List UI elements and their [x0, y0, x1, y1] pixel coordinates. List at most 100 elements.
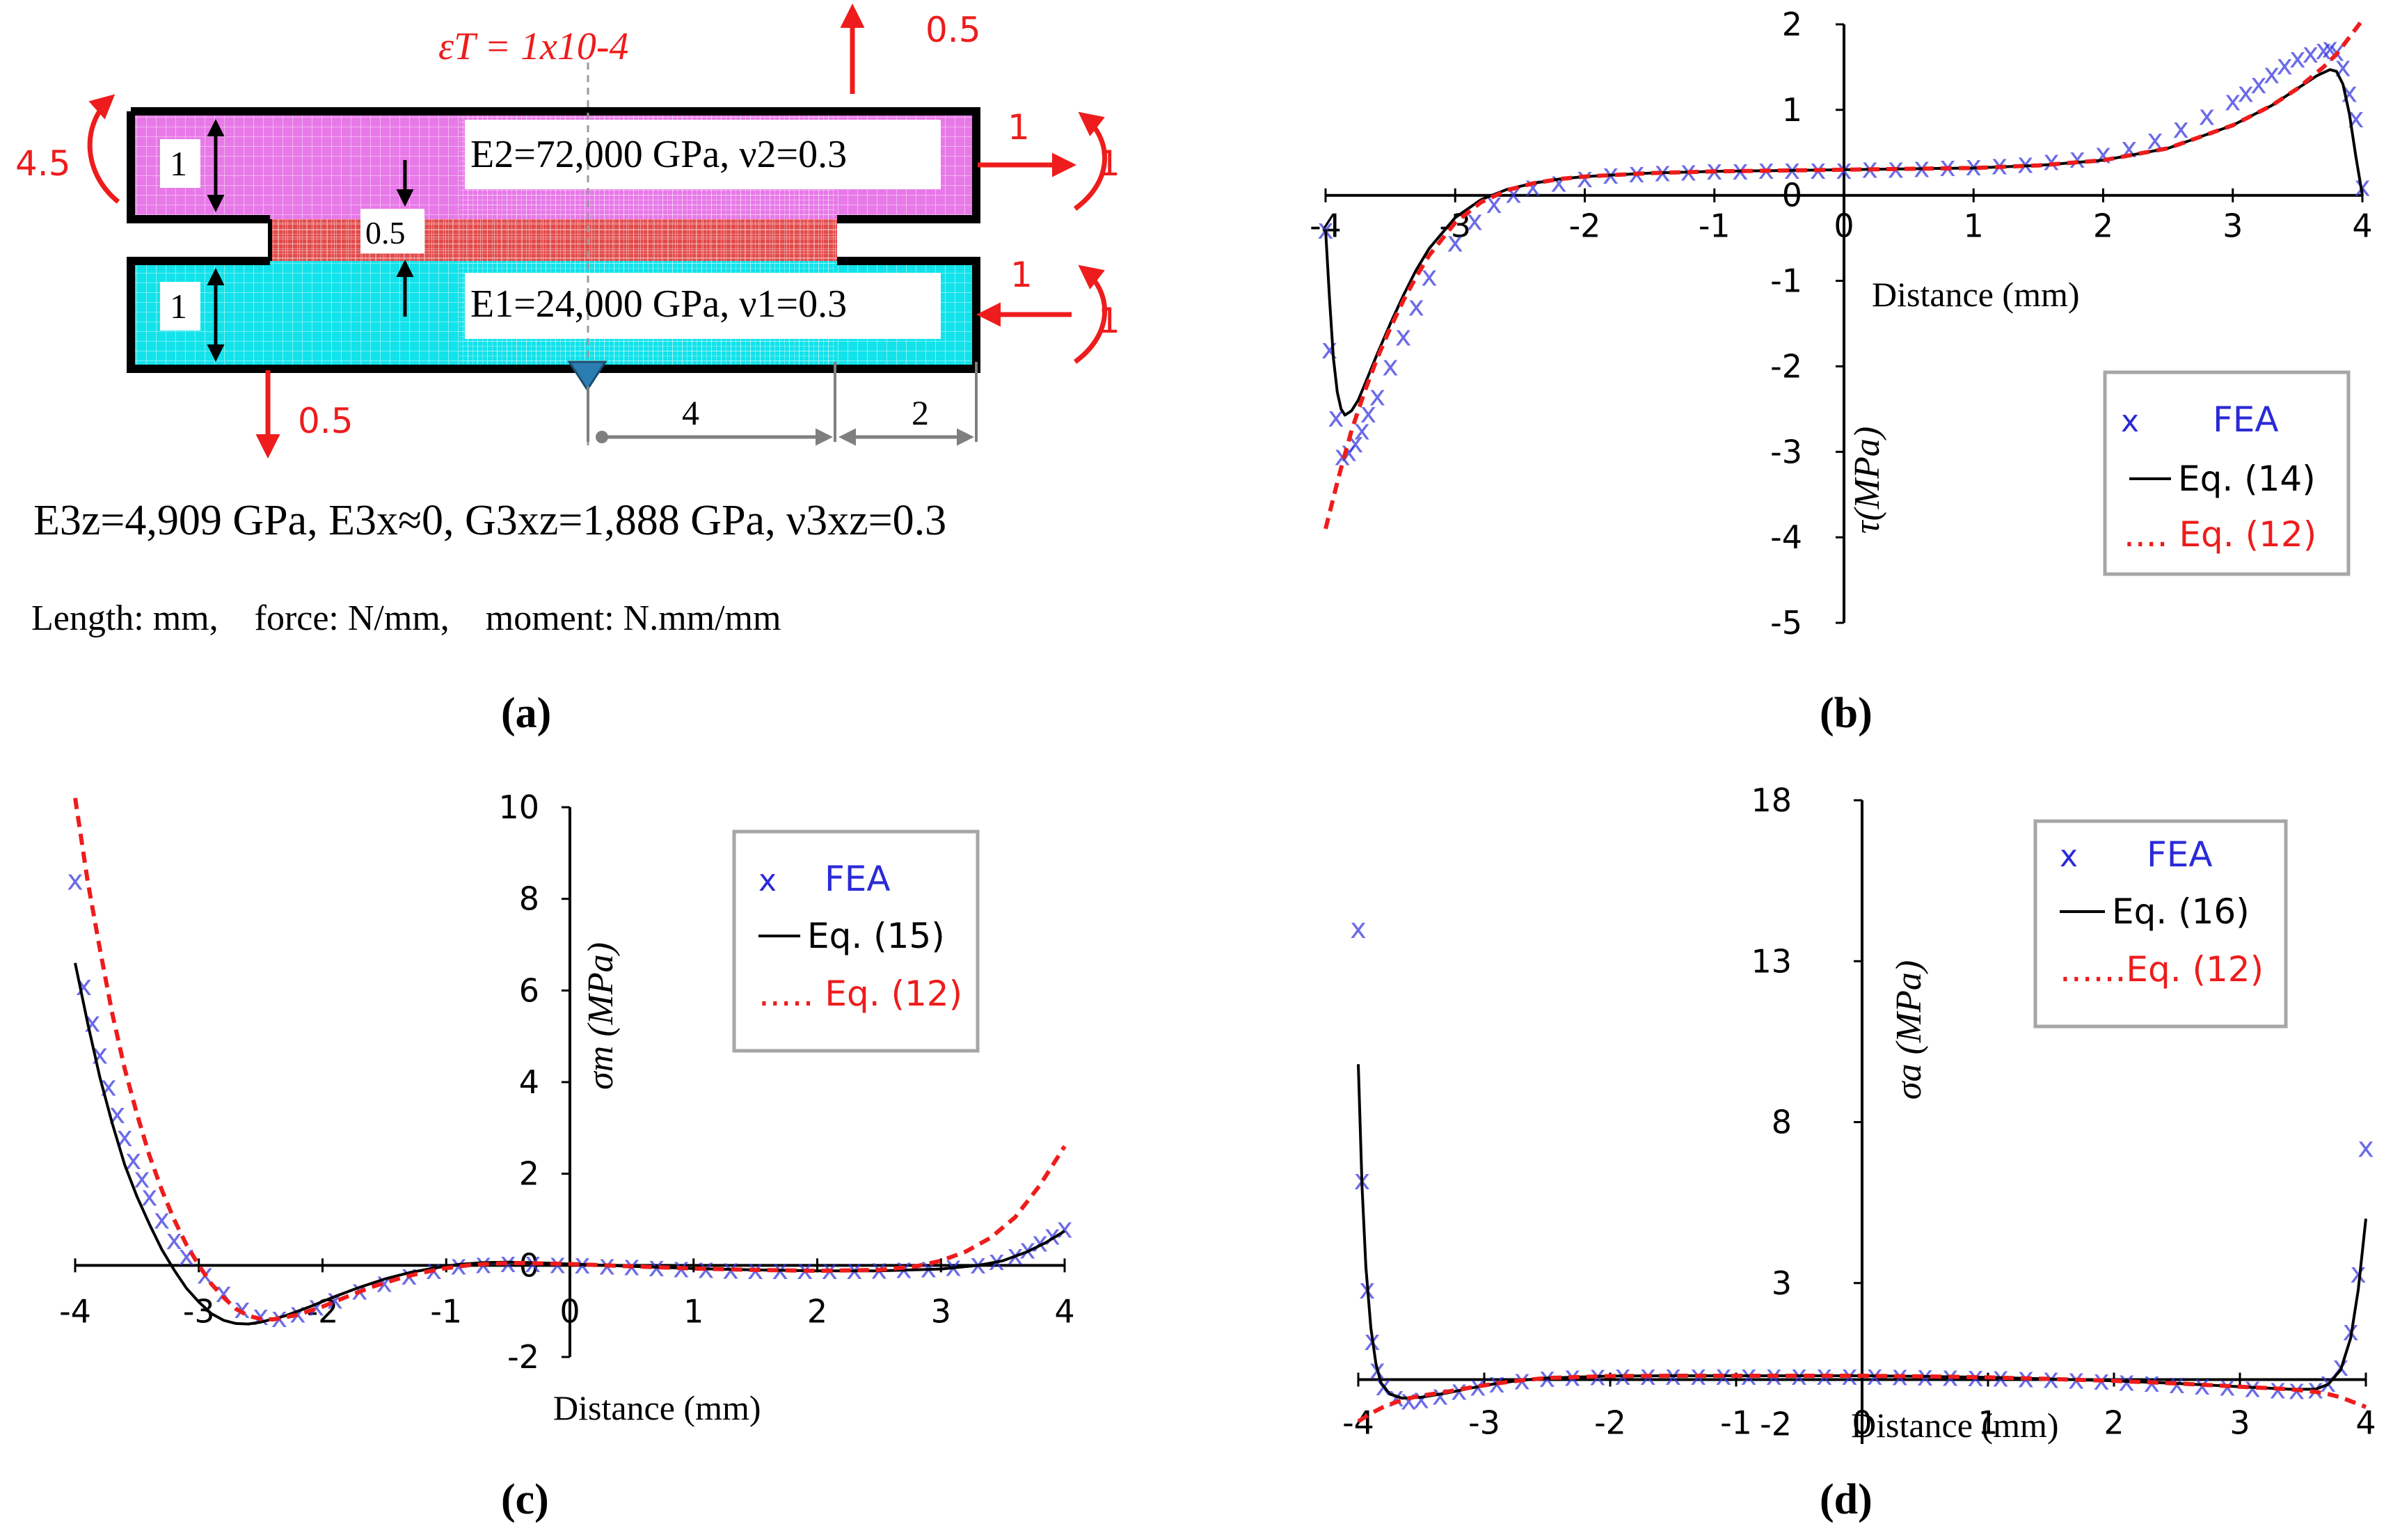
- strain-label: εT = 1x10-4: [438, 25, 629, 68]
- x-tick-label: 1: [1964, 207, 1984, 245]
- x-tick-label: -2: [1569, 207, 1601, 245]
- x-axis-label: Distance (mm): [553, 1388, 761, 1427]
- adhesive-properties: E3z=4,909 GPa, E3x≈0, G3xz=1,888 GPa, ν3…: [33, 497, 946, 544]
- x-tick-label: 4: [2355, 1404, 2376, 1442]
- y-tick-label: -2: [507, 1338, 539, 1376]
- legend-box: x FEA Eq. (16) ......Eq. (12): [2033, 819, 2288, 1029]
- lower-thickness-box: [160, 282, 200, 331]
- fea-data-point: x: [1341, 436, 1358, 468]
- y-tick-label: -5: [1770, 604, 1802, 642]
- fea-data-point: x: [125, 1144, 142, 1176]
- y-tick-label: 0: [1782, 177, 1802, 214]
- fea-data-point: x: [376, 1267, 393, 1299]
- legend-marker-fea: x: [2060, 839, 2078, 874]
- units-note: Length: mm, force: N/mm, moment: N.mm/mm: [31, 598, 781, 638]
- x-tick-label: 1: [683, 1292, 703, 1330]
- force-right-bottom-value: 1: [1010, 255, 1033, 295]
- legend-label-eq14: Eq. (14): [2178, 459, 2316, 499]
- y-tick-label: 8: [519, 880, 539, 918]
- x-axis-label: Distance (mm): [1851, 1406, 2059, 1445]
- x-tick-label: -4: [1342, 1404, 1374, 1442]
- force-right-top-value: 1: [1008, 107, 1030, 148]
- y-axis-label: σa (MPa): [1889, 960, 1929, 1100]
- fea-data-point: x: [1395, 320, 1412, 352]
- fea-data-point: x: [1044, 1220, 1060, 1252]
- fea-data-point: x: [1401, 1385, 1417, 1417]
- legend-label-eq15: Eq. (15): [807, 916, 945, 956]
- fea-data-point: x: [234, 1293, 251, 1325]
- fea-data-point: x: [1432, 1380, 1449, 1412]
- panel-label-a: (a): [501, 690, 551, 737]
- series-eq-12-: [1357, 1374, 2367, 1424]
- lower-thickness-value: 1: [170, 287, 187, 326]
- fea-data-point: x: [1019, 1233, 1036, 1265]
- legend-marker-fea: x: [2121, 404, 2139, 439]
- y-tick-label: 10: [498, 788, 539, 826]
- joint-outline: [127, 107, 980, 373]
- fea-data-point: x: [2264, 58, 2280, 90]
- series-eq-12-: [73, 797, 1067, 1321]
- fea-data-point: x: [289, 1297, 306, 1329]
- adhesive-thickness-value: 0.5: [365, 215, 406, 251]
- y-tick-label: -2: [1770, 347, 1802, 385]
- panel-label-d: (d): [1820, 1476, 1873, 1523]
- fea-data-point: x: [1056, 1213, 1073, 1245]
- legend-label-eq12: ..... Eq. (12): [758, 974, 962, 1014]
- fea-data-point: x: [2315, 34, 2332, 66]
- fea-data-point: x: [1032, 1226, 1049, 1258]
- x-tick-label: 4: [1054, 1292, 1074, 1330]
- moment-right-top-value: 1: [1098, 143, 1120, 184]
- fea-data-point: x: [2238, 77, 2255, 109]
- fea-data-point: x: [2017, 148, 2034, 180]
- fea-data-point: x: [1369, 380, 1386, 412]
- y-tick-label: 2: [1782, 6, 1802, 43]
- x-tick-label: -1: [430, 1292, 462, 1330]
- fea-data-point: x: [2350, 1257, 2367, 1289]
- legend-box: x FEA Eq. (14) .... Eq. (12): [2103, 370, 2351, 576]
- legend-frame: [732, 829, 980, 1053]
- fea-data-point: x: [2121, 132, 2138, 164]
- fea-data-point: x: [2354, 170, 2371, 203]
- fea-data-point: x: [2250, 68, 2267, 100]
- upper-thickness-value: 1: [170, 144, 187, 183]
- fea-data-point: x: [2069, 143, 2085, 175]
- upper-material-label: E2=72,000 GPa, ν2=0.3: [470, 133, 847, 176]
- legend-label-eq12: .... Eq. (12): [2124, 514, 2316, 555]
- x-tick-label: 0: [559, 1292, 580, 1330]
- adhesive-dense-mesh: [270, 219, 837, 261]
- fea-data-point: x: [1350, 913, 1367, 945]
- y-axis-min-label: -2: [1760, 1406, 1792, 1443]
- fea-data-point: x: [1353, 415, 1370, 447]
- load-top-value: 0.5: [925, 10, 981, 50]
- fea-data-point: x: [308, 1291, 325, 1323]
- x-tick-label: -2: [1594, 1404, 1626, 1442]
- fea-data-point: x: [2172, 113, 2189, 145]
- fea-data-point: x: [1360, 397, 1377, 429]
- y-tick-label: -1: [1770, 262, 1802, 300]
- legend-box: x FEA Eq. (15) ..... Eq. (12): [732, 829, 980, 1053]
- y-tick-label: 3: [1772, 1264, 1792, 1302]
- y-tick-label: 8: [1772, 1104, 1792, 1141]
- y-tick-label: 18: [1751, 781, 1792, 819]
- lower-label-box: [465, 273, 941, 339]
- fea-data-point: x: [116, 1121, 133, 1153]
- eq12-curve: [73, 797, 1067, 1321]
- fea-data-point: x: [178, 1240, 195, 1272]
- x-tick-label: 2: [2093, 207, 2113, 245]
- moment-right-bottom-value: 1: [1098, 301, 1120, 341]
- schematic-panel: εT = 1x10-4 0.5 0.5 4.5 1 1 1 1 1 1 0.5 …: [15, 3, 1120, 737]
- legend-frame: [2103, 370, 2351, 576]
- legend-label-fea: FEA: [2147, 834, 2213, 875]
- x-tick-label: -1: [1699, 207, 1731, 245]
- legend-frame: [2033, 819, 2288, 1029]
- x-axis-label: Distance (mm): [1872, 275, 2080, 314]
- x-tick-label: 0: [1852, 1404, 1872, 1442]
- load-bottom-value: 0.5: [298, 401, 353, 441]
- x-tick-label: 4: [2352, 207, 2372, 245]
- x-tick-label: -3: [1468, 1404, 1500, 1442]
